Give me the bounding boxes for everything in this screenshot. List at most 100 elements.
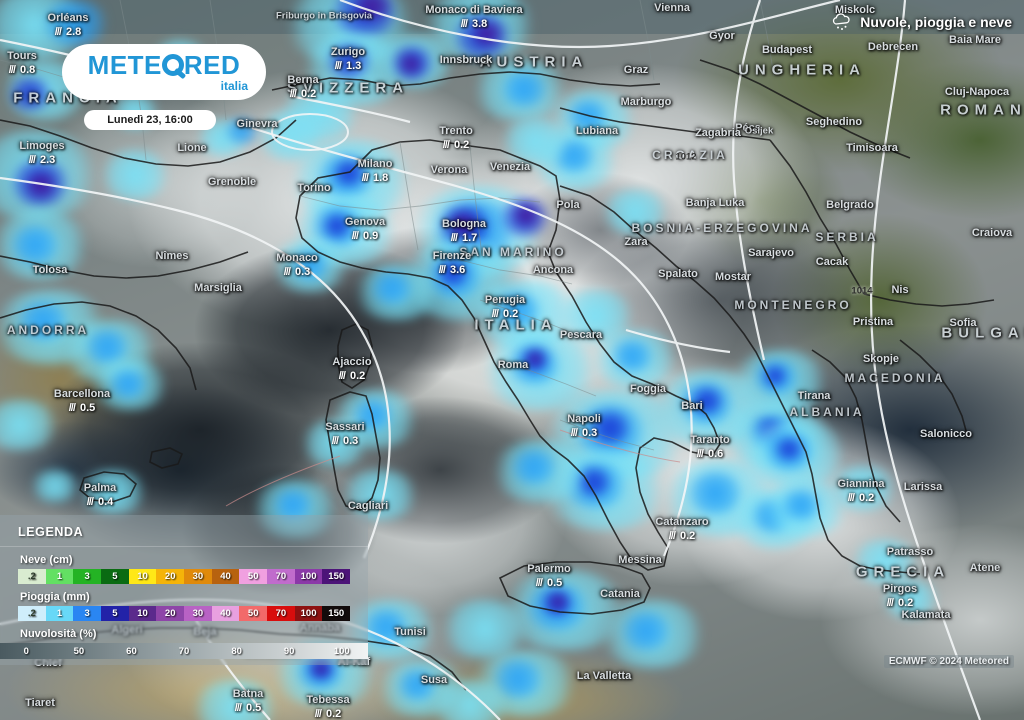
city-label: Batna (232, 688, 264, 700)
legend-swatch: 30 (184, 569, 212, 584)
precipitation-icon: /// (28, 154, 36, 166)
logo-subtitle: italia (220, 78, 248, 93)
legend-cloud-tick: 0 (23, 645, 29, 657)
country-label: AUSTRIA (479, 53, 589, 71)
city-label: Barcellona (53, 388, 111, 400)
city-label: Roma (497, 359, 529, 371)
isobar-label: 1014 (851, 285, 873, 297)
city-precip-value: /// 0.5 (68, 402, 96, 414)
city-label: Firenze (432, 250, 472, 262)
map-title: Nuvole, pioggia e neve (831, 13, 1012, 31)
city-label: Monaco (276, 252, 318, 264)
legend-swatch: 30 (184, 606, 212, 621)
city-label: Lione (177, 142, 207, 154)
city-label: Graz (623, 64, 649, 76)
legend-cloud-label: Nuvolosità (%) (20, 628, 97, 640)
city-label: Sassari (325, 421, 365, 433)
city-label: Lubiana (575, 125, 619, 137)
city-label: Banja Luka (685, 197, 745, 209)
country-label: SVIZZERA (286, 79, 410, 97)
legend-cloud-tick: 60 (126, 645, 137, 657)
city-precip-value: /// 0.2 (442, 139, 470, 151)
legend-swatch: .2 (18, 606, 46, 621)
isobar-label: 1012 (675, 151, 697, 163)
city-label: Ajaccio (332, 356, 372, 368)
city-label: Friburgo in Brisgovia (275, 10, 373, 22)
city-label: La Valletta (576, 670, 632, 682)
city-label: Catania (600, 588, 640, 600)
city-label: Limoges (19, 140, 65, 152)
precipitation-icon: /// (460, 18, 468, 30)
precipitation-icon: /// (847, 492, 855, 504)
legend-cloud-tick: 70 (178, 645, 190, 657)
country-label: BULGARIA (941, 324, 1024, 342)
city-label: Seghedino (805, 116, 863, 128)
city-precip-value: /// 0.4 (86, 496, 114, 508)
city-label: Giannina (837, 478, 885, 490)
city-label: Ginevra (236, 118, 278, 130)
city-label: Pirgos (882, 583, 918, 595)
city-label: Cluj-Napoca (944, 86, 1010, 98)
city-label: Tiaret (25, 697, 55, 709)
city-label: Tours (7, 50, 37, 62)
precipitation-icon: /// (351, 230, 359, 242)
city-label: Tolosa (32, 264, 68, 276)
legend-swatch: 5 (101, 569, 129, 584)
logo-magnifier-icon (161, 53, 187, 79)
city-label: Craiova (971, 227, 1013, 239)
precipitation-icon: /// (314, 708, 322, 720)
date-time-pill[interactable]: Lunedì 23, 16:00 (84, 110, 216, 130)
city-label: Mostar (714, 271, 752, 283)
city-label: Tebessa (306, 694, 350, 706)
precipitation-icon: /// (338, 370, 346, 382)
legend-cloud-scale: 0 50 60 70 80 90 100 (0, 643, 368, 659)
city-label: Budapest (761, 44, 813, 56)
city-label: Kalamata (901, 609, 951, 621)
city-label: Baia Mare (949, 34, 1001, 46)
country-label: SAN MARINO (459, 245, 567, 259)
legend-swatch: 100 (294, 569, 323, 584)
country-label: MONTENEGRO (734, 298, 852, 312)
country-label: ROMANIA (940, 101, 1024, 119)
legend-cloud-tick: 50 (73, 645, 85, 657)
city-label: Sofia (949, 317, 977, 329)
city-label: Verona (430, 164, 468, 176)
country-label: ANDORRA (6, 323, 90, 337)
city-label: Timisoara (846, 142, 898, 154)
precipitation-icon: /// (8, 64, 16, 76)
city-label: Patrasso (886, 546, 934, 558)
city-label: Tirana (797, 390, 831, 402)
city-precip-value: /// 0.9 (351, 230, 379, 242)
legend-swatch: 5 (101, 606, 129, 621)
city-label: Bologna (442, 218, 486, 230)
city-label: Ancona (532, 264, 574, 276)
city-label: Pristina (852, 316, 894, 328)
legend-swatch: 20 (156, 606, 185, 621)
city-label: Cagliari (347, 500, 389, 512)
city-precip-value: /// 3.6 (438, 264, 466, 276)
legend-swatch: 10 (128, 606, 157, 621)
logo-text-part2: RED (183, 49, 241, 80)
city-label: Bari (681, 400, 703, 412)
precipitation-icon: /// (331, 435, 339, 447)
meteored-logo[interactable]: METE RED italia (62, 44, 266, 100)
city-label: Marsiglia (194, 282, 242, 294)
city-precip-value: /// 0.3 (331, 435, 359, 447)
city-label: Napoli (567, 413, 601, 425)
legend-snow-scale: .2 1 3 5 10 20 30 40 50 70 100 150 (18, 569, 351, 584)
city-label: Skopje (862, 353, 900, 365)
legend-snow-label: Neve (cm) (20, 554, 73, 566)
precipitation-icon: /// (289, 88, 297, 100)
country-label: GRECIA (855, 563, 951, 581)
city-label: Vienna (654, 2, 690, 14)
precipitation-icon: /// (68, 402, 76, 414)
city-precip-value: /// 0.3 (570, 427, 598, 439)
city-label: Pécs (735, 122, 761, 134)
city-label: Perugia (484, 294, 526, 306)
legend-swatch: 1 (45, 569, 74, 584)
city-label: Venezia (489, 161, 531, 173)
country-label: SERBIA (815, 230, 879, 244)
precipitation-icon: /// (491, 308, 499, 320)
legend-swatch: 40 (211, 569, 240, 584)
